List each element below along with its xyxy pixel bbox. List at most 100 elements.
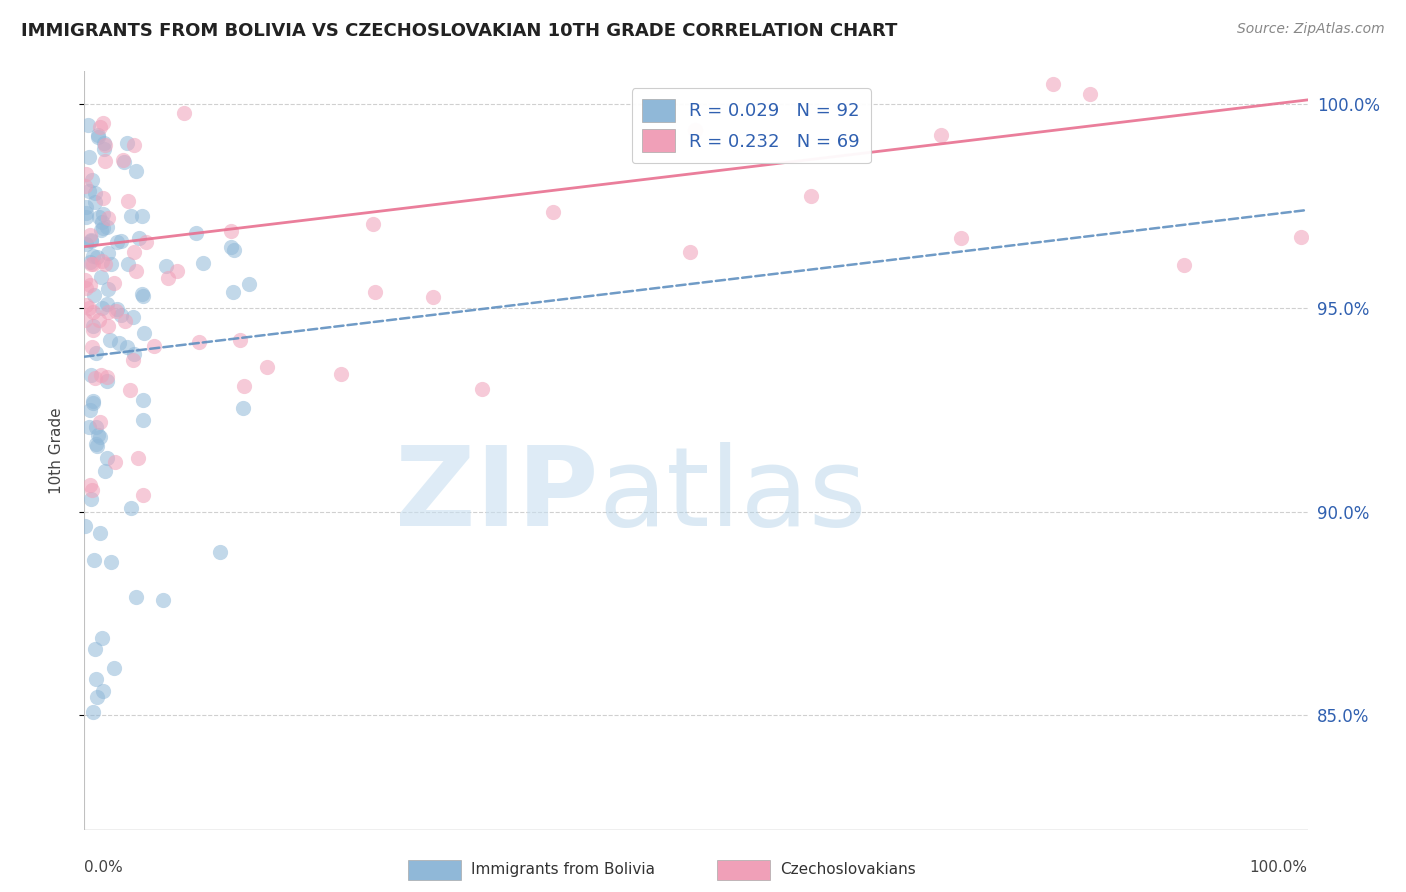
- Point: [96, 220, 118, 235]
- Point: [80, 173, 103, 187]
- Point: [124, 244, 146, 259]
- Point: [91, 631, 114, 645]
- Point: [110, 234, 132, 248]
- Point: [232, 379, 254, 393]
- Legend: R = 0.029   N = 92, R = 0.232   N = 69: R = 0.029 N = 92, R = 0.232 N = 69: [631, 88, 870, 163]
- Y-axis label: 10th Grade: 10th Grade: [49, 407, 63, 494]
- Point: [83, 553, 105, 567]
- Point: [678, 245, 700, 260]
- Text: ZIP: ZIP: [395, 442, 598, 549]
- Point: [950, 231, 973, 245]
- Point: [1042, 77, 1064, 91]
- Point: [96, 451, 118, 466]
- Point: [96, 297, 118, 311]
- Point: [112, 153, 135, 167]
- Point: [132, 393, 155, 408]
- Point: [112, 154, 135, 169]
- Point: [108, 336, 131, 351]
- Point: [219, 224, 242, 238]
- Point: [79, 403, 101, 417]
- Point: [84, 419, 107, 434]
- Point: [76, 119, 98, 133]
- Point: [97, 282, 120, 296]
- Point: [471, 382, 494, 396]
- Point: [232, 401, 254, 416]
- Point: [87, 210, 110, 224]
- Point: [114, 314, 136, 328]
- Point: [238, 277, 260, 292]
- Point: [75, 298, 97, 312]
- Point: [121, 353, 143, 368]
- Point: [134, 326, 156, 341]
- Point: [105, 302, 128, 317]
- Point: [97, 245, 120, 260]
- Point: [219, 240, 242, 254]
- Point: [117, 257, 139, 271]
- Point: [89, 415, 111, 429]
- Point: [84, 641, 107, 656]
- Point: [79, 301, 101, 315]
- Point: [96, 374, 118, 388]
- Point: [166, 264, 188, 278]
- Point: [120, 383, 142, 397]
- Point: [132, 488, 155, 502]
- Point: [208, 545, 231, 559]
- Point: [222, 285, 245, 299]
- Point: [93, 684, 115, 698]
- Point: [86, 690, 108, 705]
- Point: [75, 273, 97, 287]
- Point: [80, 483, 103, 498]
- Point: [132, 413, 155, 427]
- Text: Immigrants from Bolivia: Immigrants from Bolivia: [471, 863, 655, 877]
- Point: [84, 194, 107, 209]
- Point: [93, 141, 115, 155]
- Point: [131, 210, 153, 224]
- Point: [422, 290, 444, 304]
- Point: [73, 518, 96, 533]
- Point: [82, 304, 104, 318]
- Point: [93, 136, 115, 150]
- Point: [121, 310, 143, 324]
- Point: [79, 277, 101, 292]
- Point: [75, 312, 97, 326]
- Point: [80, 368, 103, 382]
- Point: [87, 128, 110, 142]
- Point: [79, 227, 101, 242]
- Point: [82, 340, 104, 354]
- Point: [100, 333, 122, 347]
- Point: [77, 150, 100, 164]
- Point: [84, 346, 107, 360]
- Point: [91, 191, 114, 205]
- Point: [173, 106, 195, 120]
- Point: [80, 233, 103, 247]
- Point: [100, 256, 122, 270]
- Point: [84, 371, 107, 385]
- Point: [79, 478, 101, 492]
- Point: [86, 250, 108, 264]
- Point: [117, 340, 139, 354]
- Point: [82, 323, 104, 337]
- Point: [79, 255, 101, 269]
- Point: [229, 333, 252, 347]
- Point: [105, 235, 128, 250]
- Point: [96, 369, 118, 384]
- Point: [79, 257, 101, 271]
- Point: [121, 209, 143, 223]
- Point: [73, 179, 96, 194]
- Point: [86, 672, 108, 686]
- Point: [93, 138, 115, 153]
- Point: [187, 335, 209, 350]
- Text: 100.0%: 100.0%: [1250, 860, 1308, 875]
- Point: [125, 164, 148, 178]
- Point: [91, 253, 114, 268]
- Point: [683, 123, 706, 137]
- Point: [104, 455, 127, 469]
- Point: [127, 450, 149, 465]
- Point: [94, 464, 117, 478]
- Point: [1078, 87, 1101, 102]
- Point: [82, 395, 104, 409]
- Point: [97, 318, 120, 333]
- Point: [94, 154, 117, 169]
- Point: [89, 526, 111, 541]
- Point: [800, 189, 823, 203]
